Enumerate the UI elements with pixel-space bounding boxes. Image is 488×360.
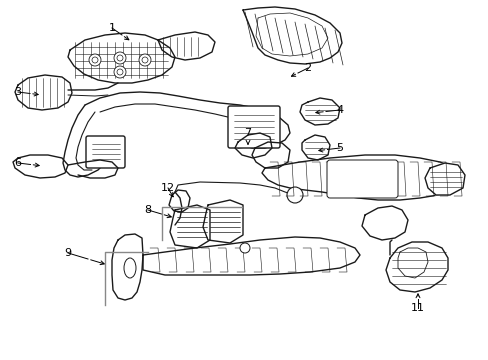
Polygon shape xyxy=(142,237,359,275)
Text: 1: 1 xyxy=(108,23,115,33)
Polygon shape xyxy=(302,135,329,160)
Polygon shape xyxy=(385,242,447,292)
FancyBboxPatch shape xyxy=(86,136,125,168)
Circle shape xyxy=(114,66,126,78)
Text: 10: 10 xyxy=(350,180,364,190)
Ellipse shape xyxy=(124,258,136,278)
Text: 3: 3 xyxy=(15,87,21,97)
Text: 6: 6 xyxy=(15,158,21,168)
Circle shape xyxy=(117,69,123,75)
Polygon shape xyxy=(169,190,190,212)
Text: 9: 9 xyxy=(64,248,71,258)
Circle shape xyxy=(117,55,123,61)
Polygon shape xyxy=(13,155,68,178)
Polygon shape xyxy=(251,142,289,168)
Text: 8: 8 xyxy=(144,205,151,215)
Polygon shape xyxy=(424,163,464,195)
Polygon shape xyxy=(262,155,461,200)
Text: 4: 4 xyxy=(336,105,343,115)
Polygon shape xyxy=(15,75,72,110)
Polygon shape xyxy=(243,7,341,64)
Polygon shape xyxy=(299,98,339,125)
Circle shape xyxy=(92,57,98,63)
FancyBboxPatch shape xyxy=(326,160,397,198)
Text: 7: 7 xyxy=(244,128,251,138)
Circle shape xyxy=(89,54,101,66)
Polygon shape xyxy=(170,205,209,248)
Circle shape xyxy=(142,57,148,63)
Circle shape xyxy=(240,243,249,253)
Text: 5: 5 xyxy=(336,143,343,153)
Text: 12: 12 xyxy=(161,183,175,193)
Polygon shape xyxy=(235,133,271,158)
Polygon shape xyxy=(112,234,142,300)
Text: 11: 11 xyxy=(410,303,424,313)
Polygon shape xyxy=(158,32,215,60)
Circle shape xyxy=(286,187,303,203)
Circle shape xyxy=(139,54,151,66)
FancyBboxPatch shape xyxy=(227,106,280,148)
Text: 2: 2 xyxy=(304,63,311,73)
Polygon shape xyxy=(203,200,243,243)
Polygon shape xyxy=(361,206,407,240)
Circle shape xyxy=(114,52,126,64)
Polygon shape xyxy=(68,33,175,83)
